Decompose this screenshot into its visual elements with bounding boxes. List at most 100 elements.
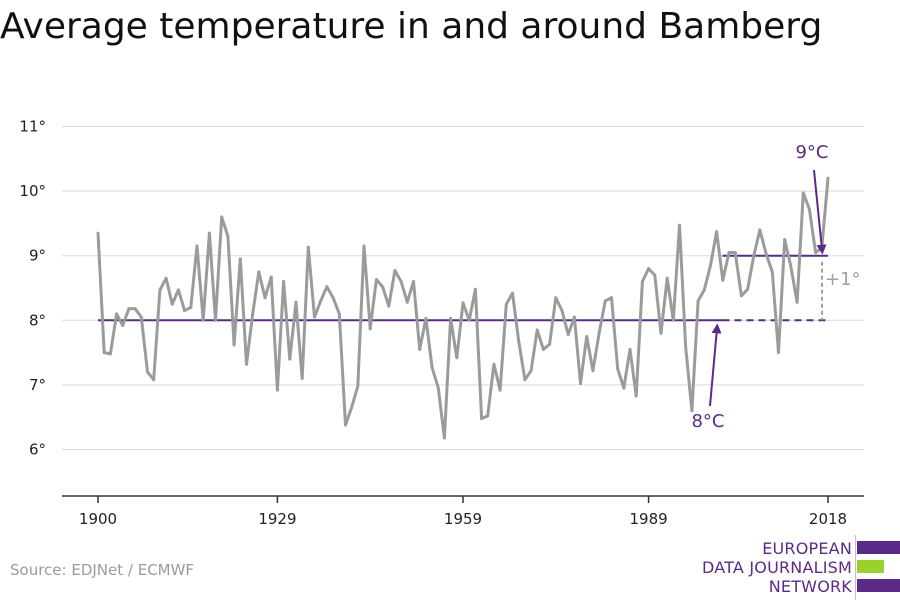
data-point xyxy=(609,296,613,300)
data-point xyxy=(226,234,230,238)
data-point xyxy=(541,347,545,351)
annotation-8c-label: 8°C xyxy=(691,411,724,432)
data-point xyxy=(696,299,700,303)
data-point xyxy=(412,280,416,284)
data-point xyxy=(393,269,397,273)
data-point xyxy=(362,244,366,248)
data-point xyxy=(418,347,422,351)
logo-line-3: NETWORK xyxy=(768,577,852,596)
data-point xyxy=(356,384,360,388)
logo-bar-2 xyxy=(857,560,884,573)
data-point xyxy=(659,331,663,335)
data-point xyxy=(752,254,756,258)
data-point xyxy=(486,414,490,418)
data-point xyxy=(801,191,805,195)
data-point xyxy=(795,300,799,304)
y-tick-label: 10° xyxy=(19,182,46,200)
data-point xyxy=(337,312,341,316)
data-point xyxy=(764,252,768,256)
data-point xyxy=(313,315,317,319)
data-point xyxy=(727,250,731,254)
data-point xyxy=(814,250,818,254)
data-point xyxy=(207,231,211,235)
data-point xyxy=(300,376,304,380)
y-tick-label: 11° xyxy=(19,118,46,136)
y-tick-label: 6° xyxy=(29,441,46,459)
data-point xyxy=(665,276,669,280)
data-point xyxy=(176,288,180,292)
data-point xyxy=(678,223,682,227)
data-point xyxy=(461,301,465,305)
data-point xyxy=(381,285,385,289)
data-point xyxy=(306,245,310,249)
data-point xyxy=(616,367,620,371)
x-axis-ticks: 1900 1929 1959 1989 2018 xyxy=(79,496,847,528)
data-point xyxy=(127,307,131,311)
data-point xyxy=(733,250,737,254)
data-point xyxy=(640,280,644,284)
data-point xyxy=(777,351,781,355)
y-axis-labels: 6° 7° 8° 9° 10° 11° xyxy=(19,118,46,459)
data-point xyxy=(523,378,527,382)
logo-bar-3 xyxy=(857,579,900,592)
y-tick-label: 7° xyxy=(29,376,46,394)
data-point xyxy=(566,333,570,337)
chart-title: Average temperature in and around Bamber… xyxy=(0,6,823,47)
data-point xyxy=(158,288,162,292)
annotations: 9°C 8°C +1° xyxy=(691,142,860,432)
data-point xyxy=(269,275,273,279)
data-point xyxy=(275,388,279,392)
data-point xyxy=(789,265,793,269)
data-point xyxy=(195,244,199,248)
data-point xyxy=(238,257,242,261)
data-point xyxy=(498,388,502,392)
data-point xyxy=(647,267,651,271)
data-point xyxy=(504,302,508,306)
source-note: Source: EDJNet / ECMWF xyxy=(10,561,195,579)
data-point xyxy=(572,315,576,319)
data-point xyxy=(319,299,323,303)
data-point xyxy=(783,238,787,242)
data-point xyxy=(399,280,403,284)
data-point xyxy=(145,370,149,374)
logo-line-2: DATA JOURNALISM xyxy=(702,558,852,577)
data-point xyxy=(585,334,589,338)
data-point xyxy=(232,343,236,347)
data-point xyxy=(690,409,694,413)
data-point xyxy=(331,296,335,300)
data-point xyxy=(133,307,137,311)
logo-line-1: EUROPEAN xyxy=(762,539,852,558)
data-point xyxy=(455,356,459,360)
data-point xyxy=(244,362,248,366)
temperature-series-line xyxy=(96,178,830,440)
data-point xyxy=(826,176,830,180)
data-point xyxy=(770,270,774,274)
data-point xyxy=(152,378,156,382)
data-point xyxy=(424,316,428,320)
data-point xyxy=(288,357,292,361)
data-point xyxy=(671,318,675,322)
data-point xyxy=(368,327,372,331)
data-point xyxy=(170,302,174,306)
data-point xyxy=(529,369,533,373)
data-point xyxy=(257,270,261,274)
data-point xyxy=(325,285,329,289)
data-point xyxy=(164,276,168,280)
data-point xyxy=(535,328,539,332)
data-point xyxy=(282,280,286,284)
data-point xyxy=(263,296,267,300)
data-point xyxy=(579,382,583,386)
y-tick-label: 8° xyxy=(29,311,46,329)
annotation-9c-arrow xyxy=(813,169,827,255)
grid-lines xyxy=(62,126,864,450)
data-point xyxy=(739,294,743,298)
data-point xyxy=(628,347,632,351)
data-point xyxy=(387,304,391,308)
data-point xyxy=(189,305,193,309)
data-point xyxy=(139,315,143,319)
data-point xyxy=(758,228,762,232)
annotation-9c-label: 9°C xyxy=(795,142,828,163)
data-point xyxy=(560,309,564,313)
x-tick-label: 1989 xyxy=(629,510,667,528)
